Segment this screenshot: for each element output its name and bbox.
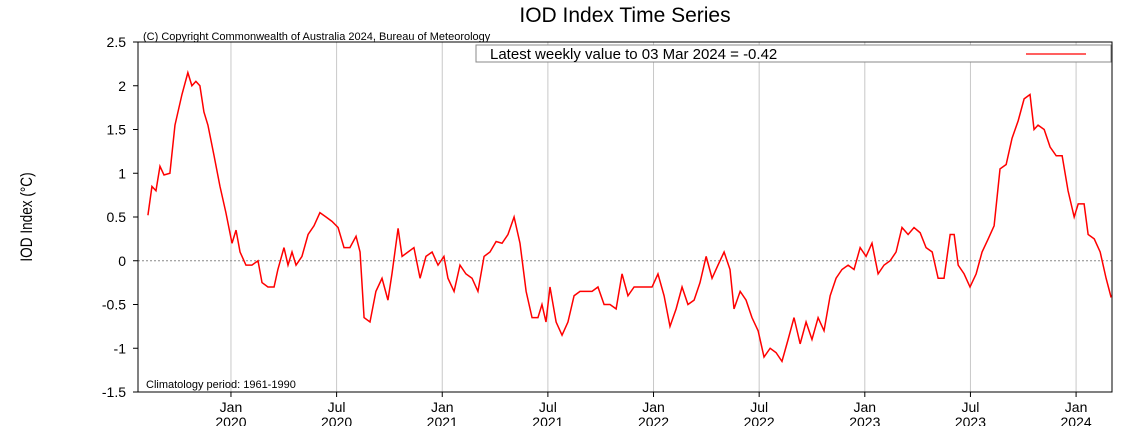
data-line	[147, 69, 1112, 364]
y-tick-label: 1	[118, 165, 126, 181]
x-tick-label: Jul 2022	[744, 399, 775, 426]
y-tick-label: 2.5	[107, 34, 127, 50]
chart-title: IOD Index Time Series	[519, 4, 730, 27]
x-tick-label: Jul 2023	[955, 399, 986, 426]
y-tick-label: 0	[118, 253, 126, 269]
y-tick-label: 0.5	[107, 209, 127, 225]
y-axis-label: IOD Index (°C)	[18, 172, 37, 261]
y-tick-label: -1.5	[102, 384, 126, 400]
y-tick-label: -0.5	[102, 297, 126, 313]
x-tick-label: Jan 2023	[849, 399, 880, 426]
x-tick-label: Jul 2020	[321, 399, 352, 426]
x-tick-label: Jul 2021	[532, 399, 563, 426]
legend-label: Latest weekly value to 03 Mar 2024 = -0.…	[490, 46, 777, 63]
legend-box	[475, 44, 1112, 63]
x-tick-label: Jan 2021	[427, 399, 458, 426]
climatology-note: Climatology period: 1961-1990	[146, 379, 296, 391]
y-tick-label: -1	[114, 340, 127, 356]
x-tick-label: Jan 2024	[1061, 399, 1092, 426]
plot-frame	[137, 41, 1113, 393]
x-tick-label: Jan 2022	[638, 399, 669, 426]
copyright-note: (C) Copyright Commonwealth of Australia …	[143, 31, 491, 43]
y-tick-label: 2	[118, 78, 126, 94]
y-tick-label: 1.5	[107, 122, 127, 138]
x-tick-label: Jan 2020	[215, 399, 246, 426]
